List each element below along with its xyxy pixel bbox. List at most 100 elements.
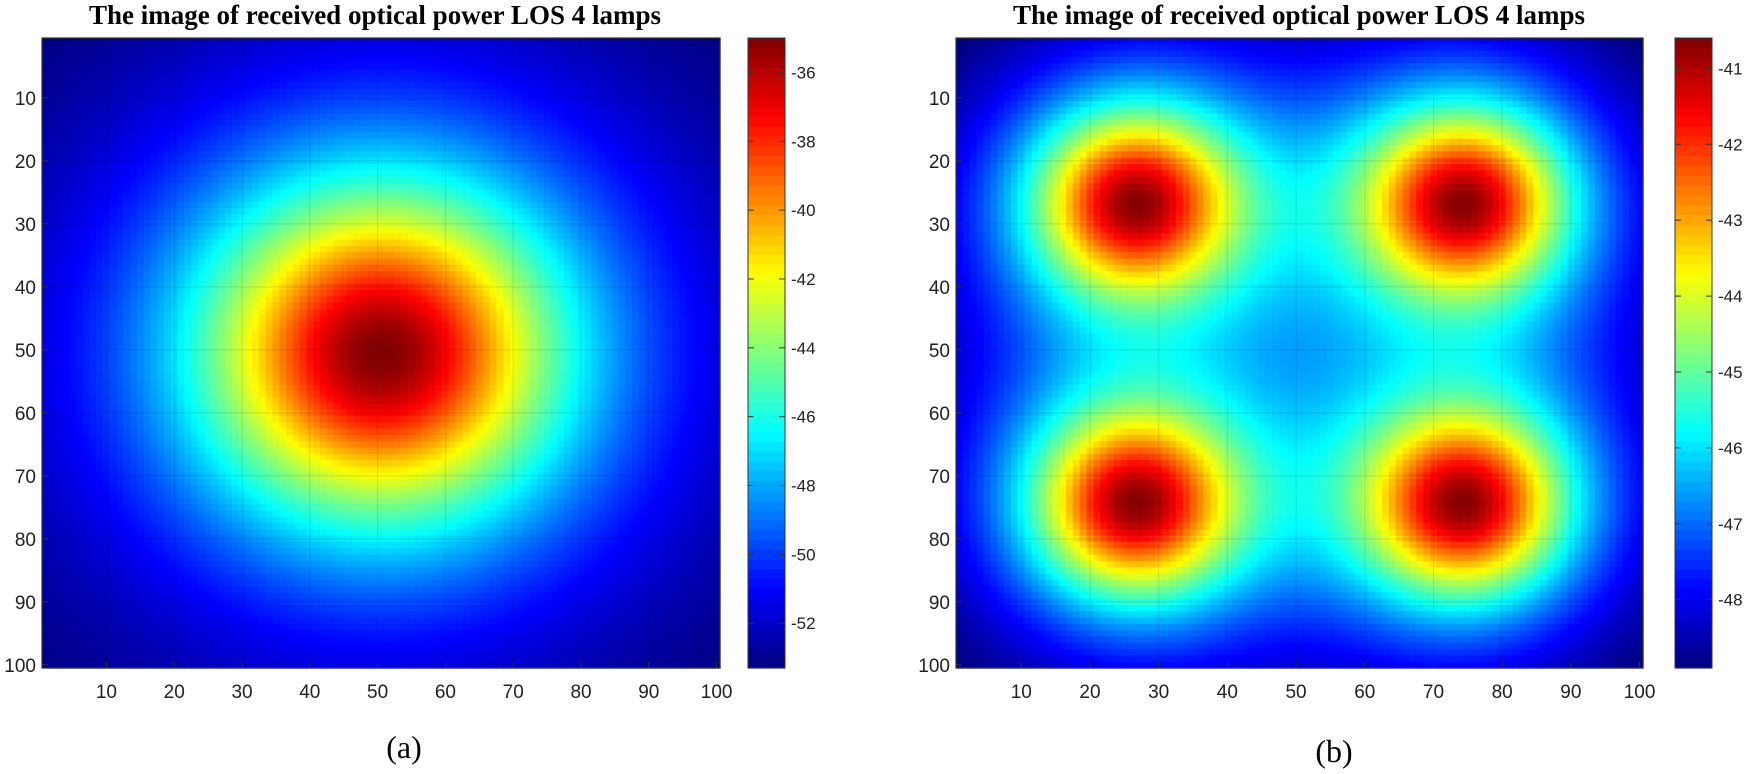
heatmap-cell	[686, 271, 694, 278]
heatmap-cell	[604, 334, 613, 341]
heatmap-cell	[523, 182, 531, 190]
heatmap-cell	[211, 132, 219, 140]
heatmap-cell	[75, 208, 84, 215]
heatmap-cell	[550, 283, 558, 291]
heatmap-cell	[218, 220, 226, 228]
heatmap-cell	[164, 82, 172, 89]
heatmap-cell	[570, 327, 579, 335]
heatmap-cell	[299, 302, 308, 310]
heatmap-cell	[55, 44, 63, 52]
heatmap-cell	[48, 315, 57, 323]
heatmap-cell	[150, 195, 158, 203]
heatmap-cell	[679, 290, 687, 297]
heatmap-cell	[692, 201, 701, 209]
heatmap-cell	[509, 126, 518, 134]
heatmap-cell	[109, 56, 118, 64]
heatmap-cell	[469, 126, 477, 134]
heatmap-cell	[509, 271, 518, 278]
heatmap-cell	[584, 151, 592, 159]
heatmap-cell	[564, 82, 572, 89]
heatmap-cell	[238, 346, 246, 354]
heatmap-cell	[421, 195, 430, 203]
heatmap-cell	[123, 138, 131, 146]
heatmap-cell	[536, 308, 545, 316]
heatmap-cell	[150, 94, 158, 102]
heatmap-cell	[489, 88, 497, 96]
heatmap-cell	[713, 101, 721, 108]
heatmap-cell	[258, 195, 267, 203]
heatmap-cell	[353, 195, 362, 203]
heatmap-cell	[360, 170, 369, 178]
heatmap-cell	[245, 214, 253, 222]
heatmap-cell	[89, 277, 97, 285]
heatmap-cell	[130, 296, 138, 304]
heatmap-cell	[170, 264, 179, 272]
heatmap-cell	[231, 208, 240, 215]
heatmap-cell	[713, 176, 721, 184]
heatmap-cell	[692, 334, 701, 341]
heatmap-cell	[713, 119, 721, 127]
heatmap-cell	[509, 44, 518, 52]
heatmap-cell	[584, 189, 592, 197]
heatmap-cell	[503, 264, 511, 272]
heatmap-cell	[516, 308, 524, 316]
heatmap-cell	[699, 340, 708, 348]
heatmap-cell	[238, 176, 246, 184]
heatmap-cell	[638, 308, 647, 316]
heatmap-cell	[367, 157, 375, 165]
heatmap-cell	[442, 277, 450, 285]
heatmap-cell	[645, 50, 653, 58]
heatmap-cell	[665, 334, 674, 341]
heatmap-cell	[150, 82, 158, 89]
heatmap-cell	[516, 107, 524, 115]
heatmap-cell	[82, 126, 91, 134]
heatmap-cell	[584, 264, 592, 272]
heatmap-cell	[103, 151, 111, 159]
heatmap-cell	[225, 327, 233, 335]
heatmap-cell	[699, 75, 708, 83]
heatmap-cell	[306, 157, 314, 165]
heatmap-cell	[713, 308, 721, 316]
heatmap-cell	[367, 38, 375, 45]
heatmap-cell	[136, 69, 145, 77]
heatmap-cell	[679, 182, 687, 190]
heatmap-cell	[313, 157, 321, 165]
heatmap-cell	[516, 245, 524, 253]
heatmap-cell	[448, 88, 457, 96]
heatmap-cell	[143, 340, 152, 348]
heatmap-cell	[313, 38, 321, 45]
heatmap-cell	[347, 327, 355, 335]
heatmap-cell	[143, 321, 152, 329]
heatmap-cell	[150, 220, 158, 228]
heatmap-cell	[252, 119, 260, 127]
heatmap-cell	[564, 157, 572, 165]
heatmap-cell	[42, 113, 50, 121]
heatmap-cell	[89, 296, 97, 304]
heatmap-cell	[570, 126, 579, 134]
heatmap-cell	[692, 170, 701, 178]
heatmap-cell	[448, 214, 457, 222]
heatmap-cell	[611, 321, 619, 329]
heatmap-cell	[42, 170, 50, 178]
heatmap-cell	[75, 138, 84, 146]
heatmap-cell	[204, 334, 213, 341]
heatmap-cell	[516, 290, 524, 297]
heatmap-cell	[55, 296, 63, 304]
heatmap-cell	[62, 151, 70, 159]
heatmap-cell	[313, 151, 321, 159]
heatmap-cell	[645, 88, 653, 96]
heatmap-cell	[503, 138, 511, 146]
heatmap-cell	[543, 138, 552, 146]
heatmap-cell	[218, 56, 226, 64]
heatmap-cell	[645, 170, 653, 178]
heatmap-cell	[245, 75, 253, 83]
heatmap-cell	[279, 264, 287, 272]
heatmap-cell	[353, 132, 362, 140]
heatmap-cell	[353, 252, 362, 260]
heatmap-cell	[516, 189, 524, 197]
heatmap-cell	[394, 138, 402, 146]
heatmap-cell	[489, 214, 497, 222]
heatmap-cell	[75, 88, 84, 96]
heatmap-cell	[618, 119, 626, 127]
heatmap-cell	[611, 182, 619, 190]
